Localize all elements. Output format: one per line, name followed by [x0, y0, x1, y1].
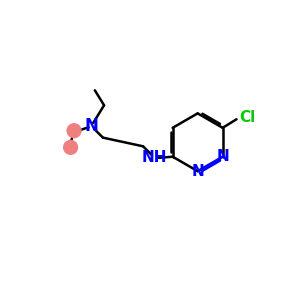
Text: NH: NH [142, 150, 167, 165]
Text: Cl: Cl [239, 110, 255, 125]
Circle shape [67, 124, 81, 138]
Text: N: N [216, 149, 229, 164]
Circle shape [64, 140, 77, 154]
Text: N: N [191, 164, 204, 178]
Text: N: N [84, 117, 98, 135]
